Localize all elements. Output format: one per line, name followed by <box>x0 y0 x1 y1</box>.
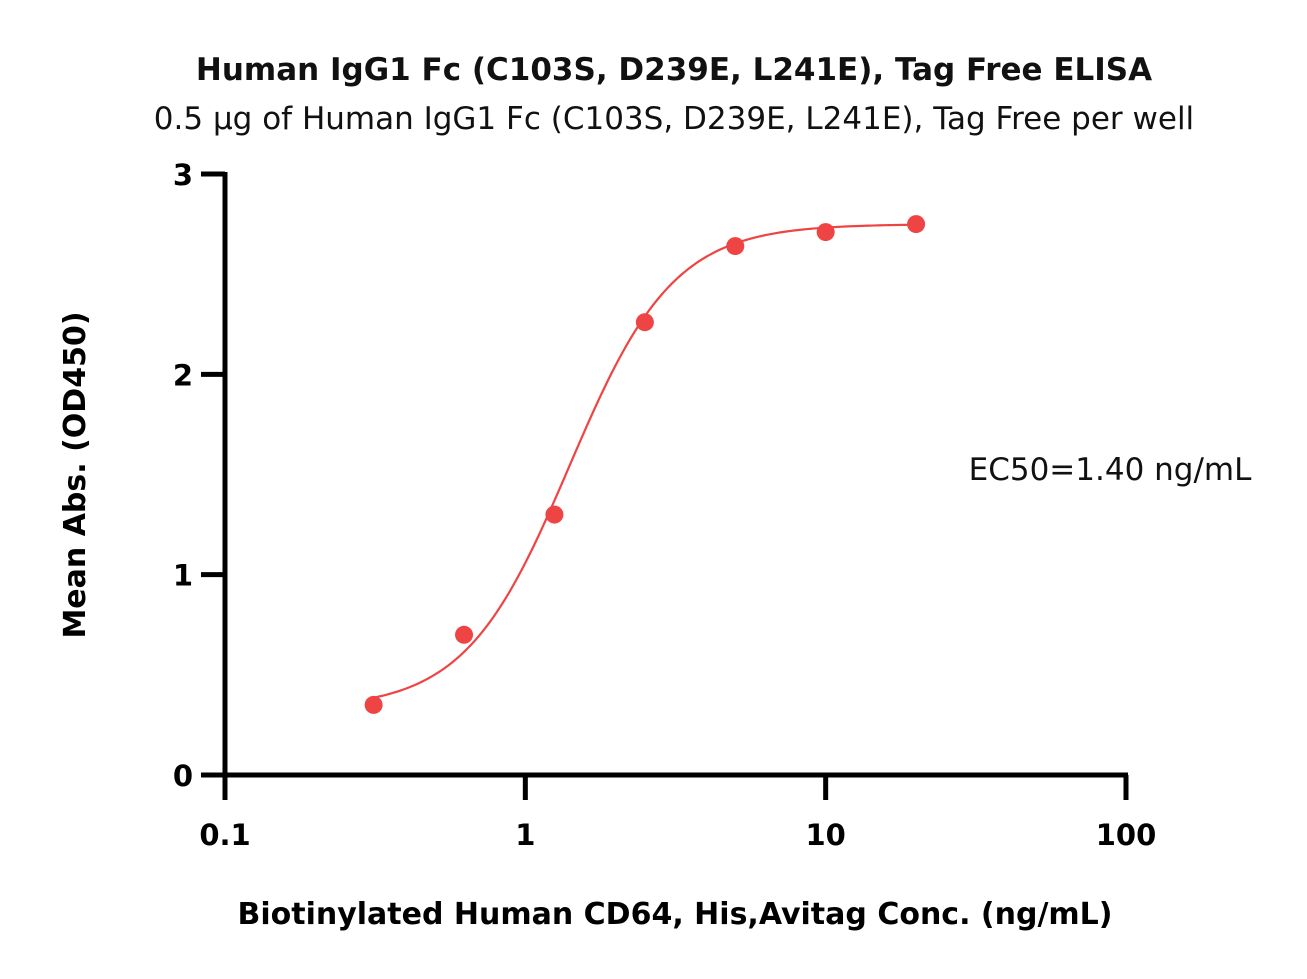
data-point-0 <box>364 695 383 714</box>
x-tick-label-10: 10 <box>805 818 845 852</box>
y-ticks: 0 1 2 3 <box>173 158 225 793</box>
data-point-3 <box>635 313 654 332</box>
data-point-5 <box>816 223 835 242</box>
x-tick-label-1: 1 <box>515 818 535 852</box>
y-tick-label-1: 1 <box>173 559 193 593</box>
x-ticks: 0.1 1 10 100 <box>199 775 1156 852</box>
x-axis-label: Biotinylated Human CD64, His,Avitag Conc… <box>237 897 1112 932</box>
y-axis: 0 1 2 3 <box>173 158 228 793</box>
x-tick-label-100: 100 <box>1096 818 1157 852</box>
y-tick-label-2: 2 <box>173 358 193 392</box>
fit-curve-0 <box>373 223 917 699</box>
x-axis: 0.1 1 10 100 <box>199 772 1156 852</box>
data-point-2 <box>545 505 564 524</box>
series-layer <box>364 215 926 714</box>
data-point-4 <box>726 237 745 256</box>
x-tick-label-0.1: 0.1 <box>199 818 250 852</box>
data-point-6 <box>907 215 926 234</box>
y-axis-label: Mean Abs. (OD450) <box>58 311 93 638</box>
data-point-1 <box>455 625 474 644</box>
y-tick-label-3: 3 <box>173 158 193 192</box>
ec50-annotation: EC50=1.40 ng/mL <box>969 452 1252 488</box>
chart-subtitle: 0.5 µg of Human IgG1 Fc (C103S, D239E, L… <box>154 101 1194 137</box>
y-tick-label-0: 0 <box>173 759 193 793</box>
chart-title: Human IgG1 Fc (C103S, D239E, L241E), Tag… <box>196 52 1152 88</box>
